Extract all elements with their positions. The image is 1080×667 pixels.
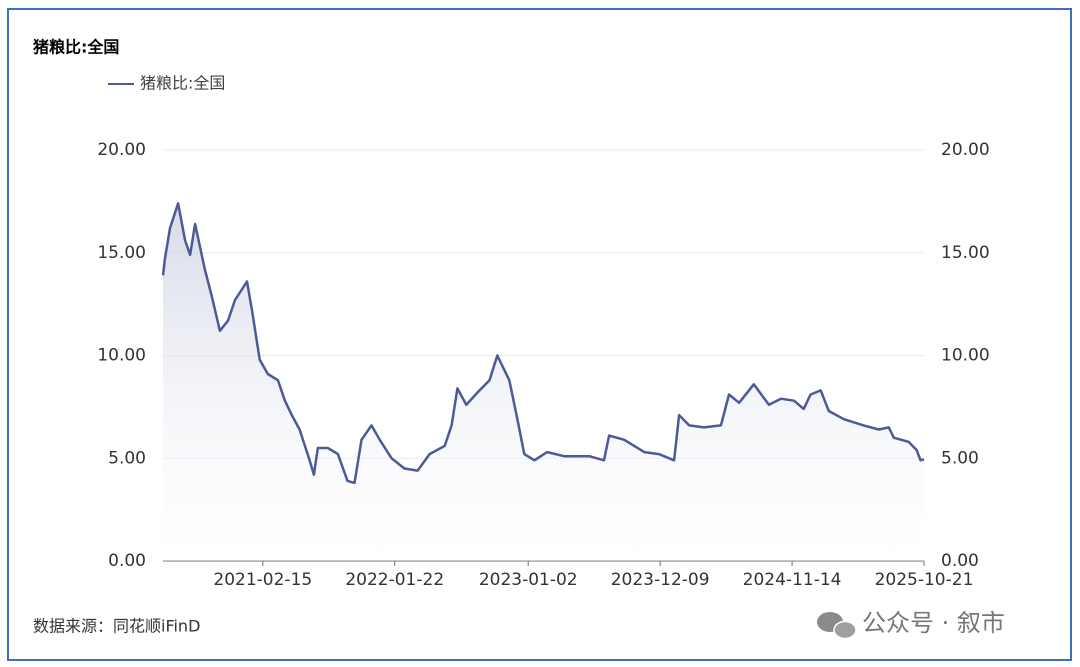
chart-title: 猪粮比:全国 xyxy=(32,38,119,57)
y2-tick-label: 20.00 xyxy=(941,140,990,160)
source-note: 数据来源：同花顺iFinD xyxy=(33,617,200,636)
y2-tick-label: 10.00 xyxy=(941,346,990,366)
legend: 猪粮比:全国 xyxy=(108,74,225,93)
x-tick-label: 2022-01-22 xyxy=(345,570,444,590)
area xyxy=(163,203,924,561)
y-tick-label: 20.00 xyxy=(97,140,146,160)
y-tick-label: 15.00 xyxy=(97,243,146,263)
legend-label: 猪粮比:全国 xyxy=(140,74,225,93)
x-tick-label: 2023-12-09 xyxy=(611,570,710,590)
y2-tick-label: 0.00 xyxy=(941,551,979,571)
line xyxy=(161,202,925,485)
x-tick-label: 2021-02-15 xyxy=(213,570,312,590)
y-tick-label: 5.00 xyxy=(108,448,146,468)
watermark: 公众号 · 叙市 xyxy=(862,609,1005,637)
y2-tick-label: 5.00 xyxy=(941,448,979,468)
y2-tick-label: 15.00 xyxy=(941,243,990,263)
frame-border xyxy=(7,8,1072,661)
y-tick-label: 10.00 xyxy=(97,346,146,366)
x-tick-label: 2025-10-21 xyxy=(875,570,974,590)
y-tick-label: 0.00 xyxy=(108,551,146,571)
watermark-icon xyxy=(817,612,857,640)
x-tick-label: 2023-01-02 xyxy=(479,570,578,590)
x-tick-label: 2024-11-14 xyxy=(743,570,842,590)
